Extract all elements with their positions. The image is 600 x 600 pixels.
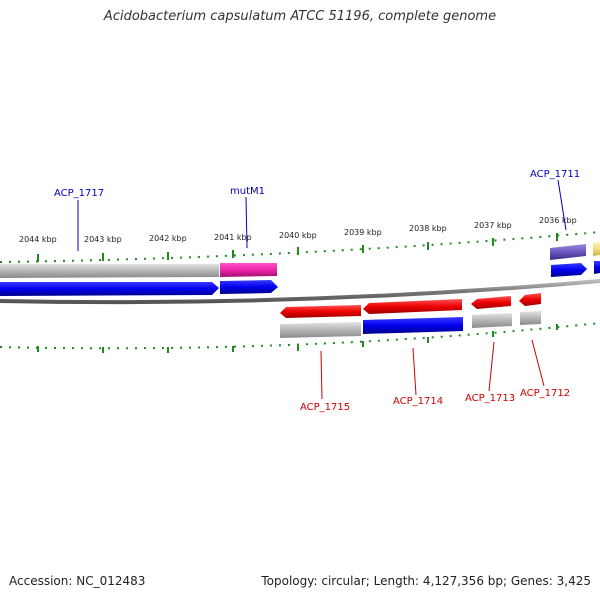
gene-label: ACP_1712 <box>520 388 570 399</box>
tick-label: 2038 kbp <box>409 224 447 233</box>
gene-label: ACP_1711 <box>530 169 580 180</box>
gene-block[interactable] <box>280 322 361 338</box>
gene-label: ACP_1713 <box>465 393 515 404</box>
tick-label: 2041 kbp <box>214 233 252 242</box>
tick-marks <box>37 233 558 353</box>
gene-block[interactable] <box>550 244 586 260</box>
gene-arrow-reverse[interactable] <box>363 299 462 314</box>
gene-arrow-forward[interactable] <box>220 280 278 294</box>
gene-arrow-forward[interactable] <box>0 282 219 296</box>
label-leader <box>531 339 545 387</box>
gene-arrow-reverse[interactable] <box>519 293 541 306</box>
tick-label: 2044 kbp <box>19 235 57 244</box>
tick-label: 2042 kbp <box>149 234 187 243</box>
gene-arrow-reverse[interactable] <box>471 296 511 309</box>
tick-label: 2036 kbp <box>539 216 577 225</box>
gene-block[interactable] <box>0 264 219 278</box>
gene-block[interactable] <box>472 313 512 328</box>
gene-block[interactable] <box>363 317 463 334</box>
tick-label: 2040 kbp <box>279 231 317 240</box>
accession-text: Accession: NC_012483 <box>9 574 146 588</box>
tick-label: 2043 kbp <box>84 235 122 244</box>
gene-block[interactable] <box>220 263 277 277</box>
genome-summary: Topology: circular; Length: 4,127,356 bp… <box>261 574 591 588</box>
label-leader <box>245 196 248 249</box>
label-leader <box>557 179 567 231</box>
label-leader <box>488 341 495 392</box>
gene-arrow-forward[interactable] <box>594 261 600 274</box>
label-leader <box>320 350 323 400</box>
genome-backbone <box>0 279 600 305</box>
gene-block[interactable] <box>520 311 541 325</box>
tick-label: 2037 kbp <box>474 221 512 230</box>
gene-block[interactable] <box>593 242 600 256</box>
gene-label: ACP_1717 <box>54 188 104 199</box>
map-title: Acidobacterium capsulatum ATCC 51196, co… <box>103 9 497 24</box>
gene-label: mutM1 <box>230 186 265 197</box>
gene-label: ACP_1714 <box>393 396 443 407</box>
gene-arrow-forward[interactable] <box>551 263 587 277</box>
gene-arrow-reverse[interactable] <box>280 305 361 318</box>
tick-label: 2039 kbp <box>344 228 382 237</box>
gene-label: ACP_1715 <box>300 402 350 413</box>
label-leader <box>412 347 417 396</box>
